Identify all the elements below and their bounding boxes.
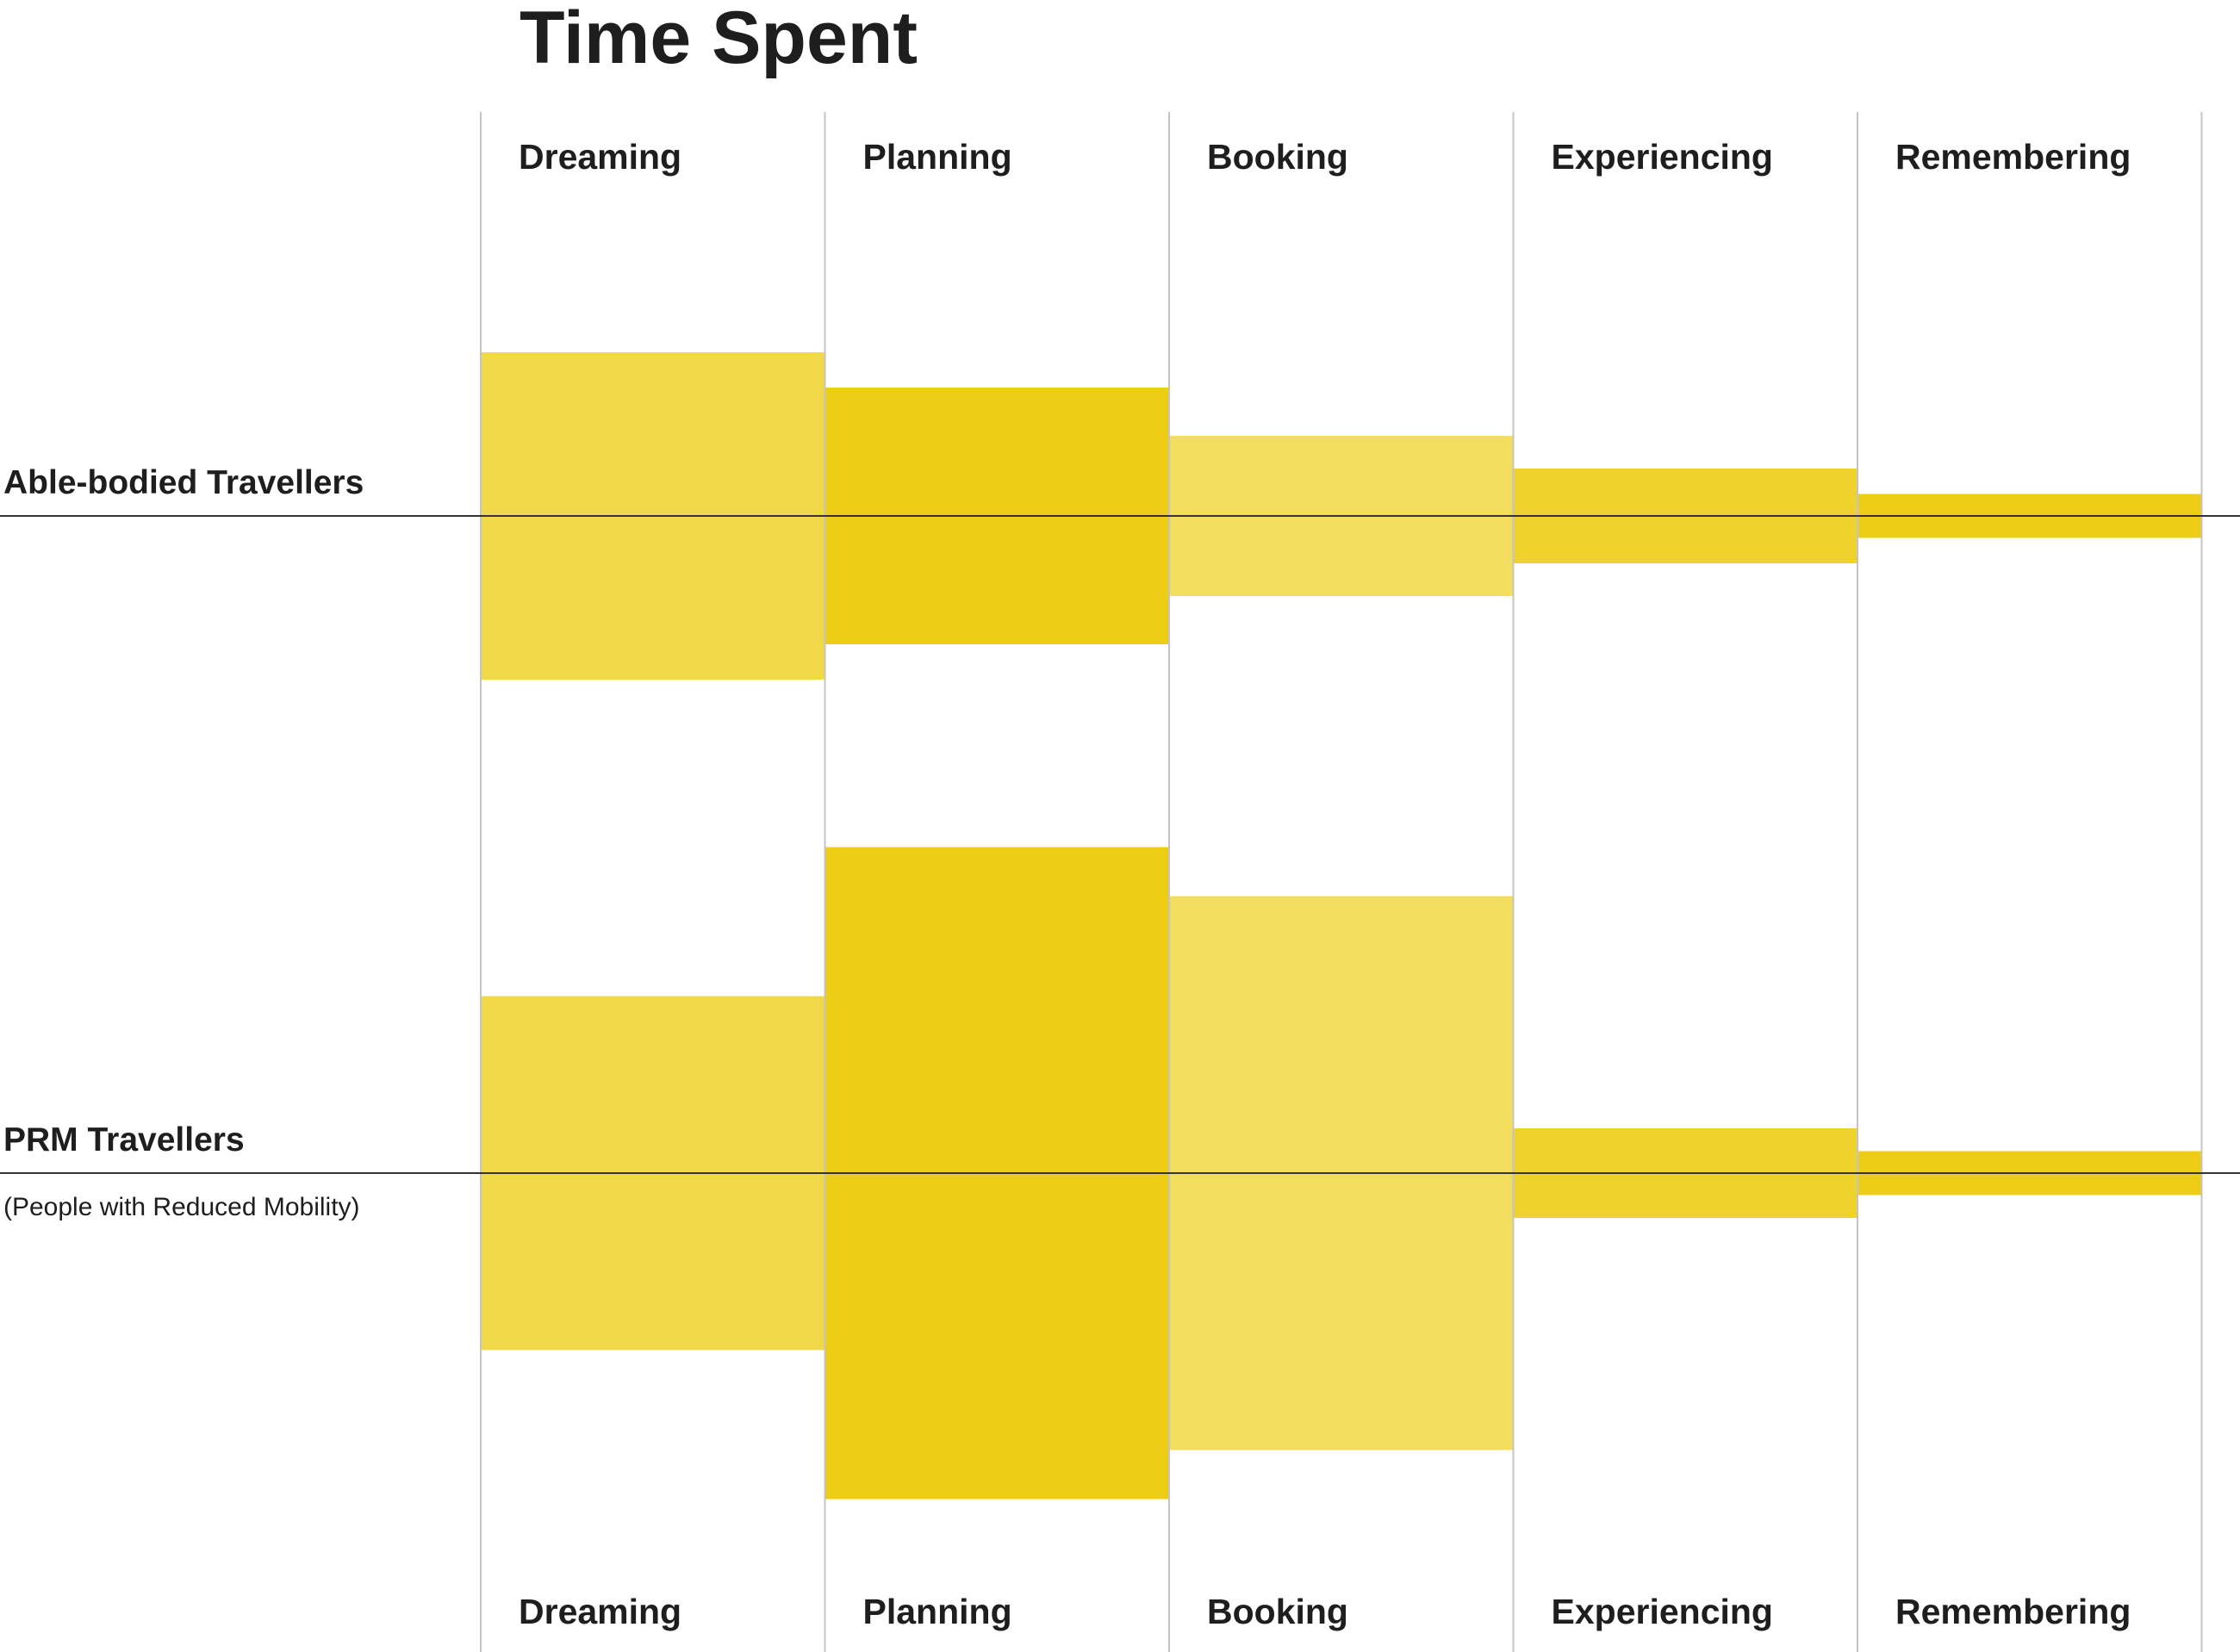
stage-label-top-planning: Planning bbox=[863, 137, 1012, 177]
bars-layer bbox=[481, 352, 2202, 1500]
stage-label-bottom-planning: Planning bbox=[863, 1592, 1012, 1631]
stage-label-top-booking: Booking bbox=[1207, 137, 1348, 177]
series-label-prm: PRM Travellers bbox=[3, 1121, 245, 1158]
baseline-layer bbox=[0, 515, 2240, 1174]
stage-label-bottom-booking: Booking bbox=[1207, 1592, 1348, 1631]
stage-label-bottom-remembering: Remembering bbox=[1895, 1592, 2131, 1631]
stage-label-bottom-experiencing: Experiencing bbox=[1552, 1592, 1773, 1631]
stage-labels-top: Dreaming Planning Booking Experiencing Remem… bbox=[519, 137, 2131, 177]
stage-label-top-remembering: Remembering bbox=[1895, 137, 2131, 177]
stage-label-top-dreaming: Dreaming bbox=[519, 137, 681, 177]
series-label-able-bodied: Able-bodied Travellers bbox=[3, 464, 364, 501]
stage-label-top-experiencing: Experiencing bbox=[1552, 137, 1773, 177]
stage-labels-bottom: Dreaming Planning Booking Experiencing Remem… bbox=[519, 1592, 2131, 1631]
series-sublabel-prm: (People with Reduced Mobility) bbox=[3, 1193, 360, 1221]
chart-title: Time Spent bbox=[520, 0, 918, 79]
stage-label-bottom-dreaming: Dreaming bbox=[519, 1592, 681, 1631]
grid-layer bbox=[480, 112, 2203, 1652]
